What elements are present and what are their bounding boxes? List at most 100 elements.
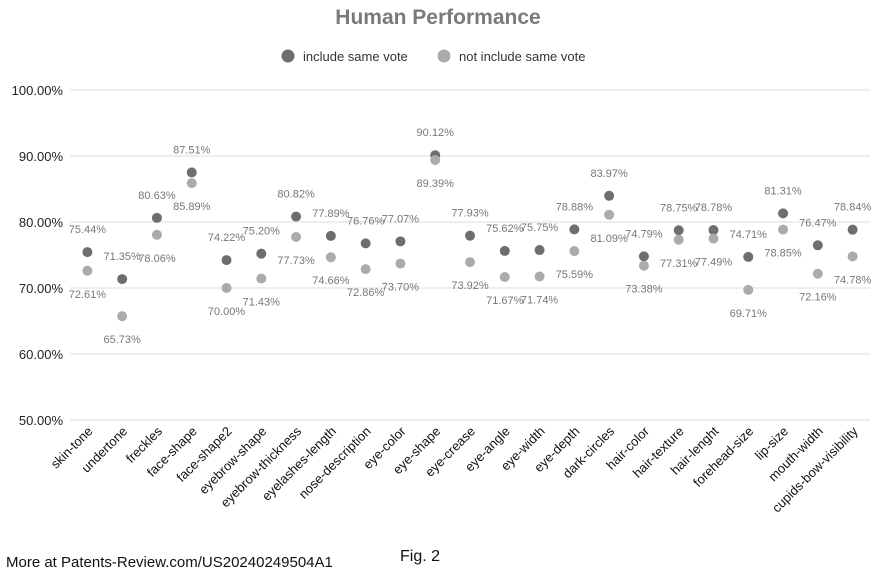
data-point (813, 269, 823, 279)
data-point (465, 231, 475, 241)
y-tick-label: 90.00% (19, 149, 64, 164)
data-label: 73.92% (451, 280, 489, 292)
data-point (117, 311, 127, 321)
data-point (500, 246, 510, 256)
data-label: 78.78% (695, 202, 733, 214)
data-point (430, 155, 440, 165)
data-label: 76.47% (799, 217, 837, 229)
data-point (778, 208, 788, 218)
source-footer: More at Patents-Review.com/US20240249504… (6, 554, 333, 571)
data-point (395, 259, 405, 269)
y-tick-label: 50.00% (19, 413, 64, 428)
data-label: 75.62% (486, 223, 524, 235)
data-label: 74.71% (730, 229, 768, 241)
data-point (152, 230, 162, 240)
data-point (291, 232, 301, 242)
chart-title: Human Performance (335, 6, 540, 29)
data-label: 87.51% (173, 144, 211, 156)
data-point (291, 212, 301, 222)
data-label: 77.93% (451, 208, 489, 220)
x-axis: skin-toneundertonefrecklesface-shapeface… (48, 423, 861, 515)
data-label: 83.97% (590, 168, 628, 180)
data-label: 73.70% (382, 282, 420, 294)
data-point (82, 266, 92, 276)
data-label: 72.86% (347, 287, 385, 299)
data-point (708, 234, 718, 244)
legend-label-2: not include same vote (459, 49, 585, 64)
data-label: 77.07% (382, 213, 420, 225)
y-tick-label: 80.00% (19, 215, 64, 230)
data-label: 70.00% (208, 306, 246, 318)
data-label: 78.06% (138, 253, 176, 265)
data-label: 69.71% (730, 308, 768, 320)
data-label: 71.67% (486, 295, 524, 307)
data-label: 71.43% (243, 297, 281, 309)
data-label: 75.59% (556, 269, 594, 281)
data-point (187, 178, 197, 188)
data-label: 80.63% (138, 190, 176, 202)
legend-marker-1 (282, 50, 295, 63)
data-label: 72.16% (799, 292, 837, 304)
data-point (222, 255, 232, 265)
data-point (256, 274, 266, 284)
data-label: 76.76% (347, 215, 385, 227)
data-point (326, 231, 336, 241)
data-point (395, 236, 405, 246)
legend: include same vote not include same vote (282, 49, 586, 64)
data-label: 72.61% (69, 289, 107, 301)
figure-label: Fig. 2 (400, 548, 440, 566)
data-point (674, 235, 684, 245)
data-point (743, 285, 753, 295)
data-label: 71.35% (104, 251, 142, 263)
data-point (82, 247, 92, 257)
data-label: 75.20% (243, 226, 281, 238)
data-label: 77.49% (695, 257, 733, 269)
data-label: 81.31% (764, 185, 802, 197)
data-point (708, 225, 718, 235)
y-tick-label: 70.00% (19, 281, 64, 296)
data-point (535, 245, 545, 255)
y-axis: 50.00%60.00%70.00%80.00%90.00%100.00% (12, 83, 64, 428)
data-label: 80.82% (277, 189, 315, 201)
data-label: 74.22% (208, 232, 246, 244)
y-tick-label: 100.00% (12, 83, 64, 98)
data-point (152, 213, 162, 223)
data-label: 65.73% (104, 334, 142, 346)
data-label: 81.09% (590, 233, 628, 245)
data-point (569, 224, 579, 234)
data-label: 78.84% (834, 202, 872, 214)
data-label: 77.89% (312, 208, 350, 220)
legend-marker-2 (438, 50, 451, 63)
data-point (117, 274, 127, 284)
data-point (569, 246, 579, 256)
data-label: 78.85% (764, 248, 802, 260)
data-label: 90.12% (417, 127, 455, 139)
data-label: 89.39% (417, 178, 455, 190)
data-point (222, 283, 232, 293)
data-point (848, 225, 858, 235)
data-label: 71.74% (521, 295, 559, 307)
data-label: 74.66% (312, 275, 350, 287)
legend-label-1: include same vote (303, 49, 408, 64)
data-point (500, 272, 510, 282)
data-point (743, 252, 753, 262)
data-label: 78.88% (556, 201, 594, 213)
data-point (639, 251, 649, 261)
data-label: 77.73% (277, 255, 315, 267)
data-label: 73.38% (625, 284, 663, 296)
data-point (535, 272, 545, 282)
data-point (639, 261, 649, 271)
data-point (465, 257, 475, 267)
data-point (361, 264, 371, 274)
data-point (674, 225, 684, 235)
data-point (848, 251, 858, 261)
data-point (813, 240, 823, 250)
data-label: 75.44% (69, 224, 107, 236)
data-point (187, 167, 197, 177)
data-label: 85.89% (173, 201, 211, 213)
scatter-chart: Human Performance include same vote not i… (0, 0, 880, 545)
data-label: 74.79% (625, 228, 663, 240)
data-point (256, 249, 266, 259)
data-label: 75.75% (521, 222, 559, 234)
data-label: 78.75% (660, 202, 698, 214)
